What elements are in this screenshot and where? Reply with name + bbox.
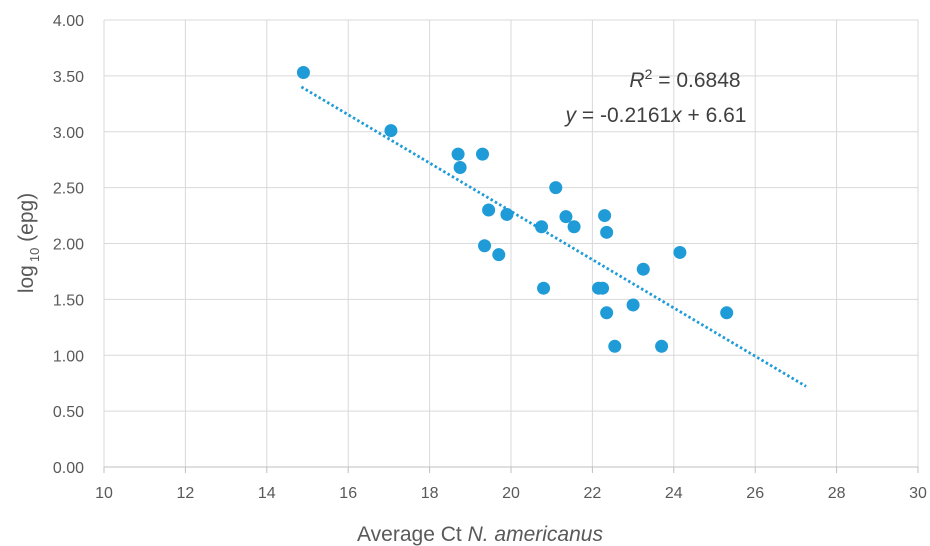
y-tick-label: 1.00: [53, 348, 84, 365]
r-squared-annotation: R2 = 0.6848: [629, 66, 740, 92]
data-point: [600, 306, 614, 320]
x-tick-label: 12: [177, 485, 195, 502]
y-tick-label: 0.50: [53, 404, 84, 421]
x-tick-label: 26: [746, 485, 764, 502]
data-point: [296, 66, 310, 80]
x-tick-label: 28: [828, 485, 846, 502]
x-tick-label: 20: [502, 485, 520, 502]
x-tick-label: 30: [909, 485, 927, 502]
data-point: [598, 209, 612, 223]
gridlines: [104, 19, 919, 467]
x-tick-label: 16: [339, 485, 357, 502]
data-point: [600, 225, 614, 239]
x-tick-label: 22: [584, 485, 602, 502]
data-point: [476, 147, 490, 161]
data-point: [384, 124, 398, 138]
data-points: [296, 66, 734, 353]
y-tick-label: 1.50: [53, 292, 84, 309]
data-point: [567, 220, 581, 234]
y-axis-title: log10 (epg): [15, 193, 42, 293]
data-point: [596, 281, 610, 295]
data-point: [537, 281, 551, 295]
data-point: [673, 245, 687, 259]
data-point: [655, 339, 669, 353]
equation-annotation: y = -0.2161x + 6.61: [564, 104, 747, 127]
data-point: [626, 298, 640, 312]
y-tick-labels: 0.00 0.50 1.00 1.50 2.00 2.50 3.00 3.50 4.00: [53, 13, 84, 477]
data-point: [478, 239, 492, 253]
y-tick-label: 3.00: [53, 125, 84, 142]
x-tick-labels: 10 12 14 16 18 20 22 24 26 28 30: [95, 485, 927, 502]
y-tick-label: 2.50: [53, 181, 84, 198]
data-point: [636, 262, 650, 276]
y-tick-label: 2.00: [53, 237, 84, 254]
x-tick-label: 24: [665, 485, 683, 502]
data-point: [549, 181, 563, 195]
data-point: [451, 147, 465, 161]
data-point: [453, 161, 467, 175]
data-point: [535, 220, 549, 234]
x-axis-title: Average Ct N. americanus: [357, 523, 603, 546]
data-point: [492, 248, 506, 262]
y-tick-label: 4.00: [53, 13, 84, 30]
data-point: [500, 207, 514, 221]
y-tick-label: 0.00: [53, 460, 84, 477]
data-point: [608, 339, 622, 353]
data-point: [559, 210, 573, 224]
data-point: [720, 306, 734, 320]
x-tick-label: 10: [95, 485, 113, 502]
x-tick-label: 14: [258, 485, 276, 502]
y-tick-label: 3.50: [53, 69, 84, 86]
data-point: [482, 203, 496, 217]
x-tick-label: 18: [421, 485, 439, 502]
axes: [103, 20, 919, 473]
